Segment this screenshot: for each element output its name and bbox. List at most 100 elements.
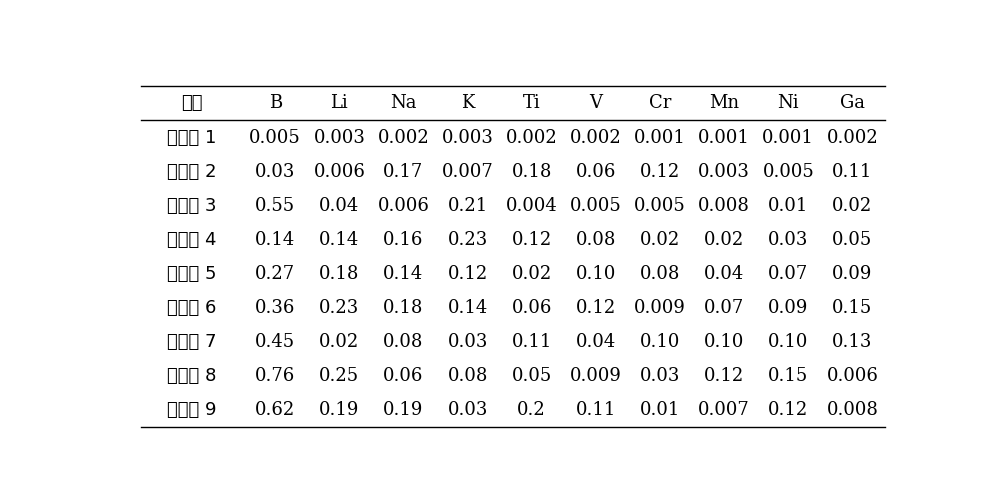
Text: Li: Li bbox=[330, 94, 348, 112]
Text: 0.005: 0.005 bbox=[634, 197, 686, 215]
Text: 0.002: 0.002 bbox=[827, 129, 878, 147]
Text: 0.25: 0.25 bbox=[319, 367, 359, 385]
Text: 0.10: 0.10 bbox=[768, 333, 808, 351]
Text: Na: Na bbox=[390, 94, 417, 112]
Text: 0.04: 0.04 bbox=[319, 197, 359, 215]
Text: 0.10: 0.10 bbox=[576, 265, 616, 283]
Text: 0.03: 0.03 bbox=[255, 163, 295, 180]
Text: 0.002: 0.002 bbox=[506, 129, 558, 147]
Text: 实施例 9: 实施例 9 bbox=[167, 401, 217, 419]
Text: 0.006: 0.006 bbox=[826, 367, 878, 385]
Text: 0.07: 0.07 bbox=[768, 265, 808, 283]
Text: 0.36: 0.36 bbox=[255, 299, 295, 317]
Text: 0.005: 0.005 bbox=[762, 163, 814, 180]
Text: 0.10: 0.10 bbox=[704, 333, 744, 351]
Text: 0.12: 0.12 bbox=[768, 401, 808, 419]
Text: 0.003: 0.003 bbox=[442, 129, 494, 147]
Text: 0.005: 0.005 bbox=[570, 197, 622, 215]
Text: 0.2: 0.2 bbox=[517, 401, 546, 419]
Text: 0.001: 0.001 bbox=[762, 129, 814, 147]
Text: 0.02: 0.02 bbox=[512, 265, 552, 283]
Text: 0.11: 0.11 bbox=[832, 163, 873, 180]
Text: Mn: Mn bbox=[709, 94, 739, 112]
Text: 0.19: 0.19 bbox=[383, 401, 424, 419]
Text: 实施例 4: 实施例 4 bbox=[167, 231, 217, 248]
Text: 0.45: 0.45 bbox=[255, 333, 295, 351]
Text: 0.08: 0.08 bbox=[640, 265, 680, 283]
Text: 实施例 2: 实施例 2 bbox=[167, 163, 217, 180]
Text: 0.18: 0.18 bbox=[512, 163, 552, 180]
Text: 0.18: 0.18 bbox=[319, 265, 360, 283]
Text: Ti: Ti bbox=[523, 94, 541, 112]
Text: 0.15: 0.15 bbox=[768, 367, 808, 385]
Text: 0.07: 0.07 bbox=[704, 299, 744, 317]
Text: 0.02: 0.02 bbox=[319, 333, 359, 351]
Text: 0.02: 0.02 bbox=[640, 231, 680, 248]
Text: 0.008: 0.008 bbox=[698, 197, 750, 215]
Text: 0.09: 0.09 bbox=[768, 299, 808, 317]
Text: 0.05: 0.05 bbox=[512, 367, 552, 385]
Text: Ga: Ga bbox=[840, 94, 865, 112]
Text: 0.08: 0.08 bbox=[447, 367, 488, 385]
Text: 0.03: 0.03 bbox=[447, 401, 488, 419]
Text: 实施例 8: 实施例 8 bbox=[167, 367, 216, 385]
Text: K: K bbox=[461, 94, 474, 112]
Text: 0.23: 0.23 bbox=[447, 231, 488, 248]
Text: 0.004: 0.004 bbox=[506, 197, 558, 215]
Text: 0.09: 0.09 bbox=[832, 265, 873, 283]
Text: 0.007: 0.007 bbox=[442, 163, 493, 180]
Text: 0.04: 0.04 bbox=[704, 265, 744, 283]
Text: 实施例 1: 实施例 1 bbox=[167, 129, 216, 147]
Text: 0.23: 0.23 bbox=[319, 299, 359, 317]
Text: Cr: Cr bbox=[649, 94, 671, 112]
Text: 0.01: 0.01 bbox=[768, 197, 808, 215]
Text: 0.001: 0.001 bbox=[634, 129, 686, 147]
Text: 组别: 组别 bbox=[181, 94, 203, 112]
Text: 0.12: 0.12 bbox=[512, 231, 552, 248]
Text: 0.15: 0.15 bbox=[832, 299, 873, 317]
Text: 0.14: 0.14 bbox=[255, 231, 295, 248]
Text: 0.003: 0.003 bbox=[313, 129, 365, 147]
Text: 0.05: 0.05 bbox=[832, 231, 873, 248]
Text: V: V bbox=[589, 94, 602, 112]
Text: 0.003: 0.003 bbox=[698, 163, 750, 180]
Text: 0.13: 0.13 bbox=[832, 333, 873, 351]
Text: 0.03: 0.03 bbox=[768, 231, 808, 248]
Text: 0.06: 0.06 bbox=[383, 367, 424, 385]
Text: 0.009: 0.009 bbox=[634, 299, 686, 317]
Text: 0.55: 0.55 bbox=[255, 197, 295, 215]
Text: 0.002: 0.002 bbox=[570, 129, 622, 147]
Text: 0.76: 0.76 bbox=[255, 367, 295, 385]
Text: 0.01: 0.01 bbox=[640, 401, 680, 419]
Text: B: B bbox=[269, 94, 282, 112]
Text: 0.12: 0.12 bbox=[576, 299, 616, 317]
Text: 0.10: 0.10 bbox=[640, 333, 680, 351]
Text: 0.17: 0.17 bbox=[383, 163, 424, 180]
Text: 0.14: 0.14 bbox=[319, 231, 359, 248]
Text: 0.21: 0.21 bbox=[447, 197, 488, 215]
Text: 0.02: 0.02 bbox=[704, 231, 744, 248]
Text: Ni: Ni bbox=[777, 94, 799, 112]
Text: 实施例 6: 实施例 6 bbox=[167, 299, 216, 317]
Text: 0.002: 0.002 bbox=[378, 129, 429, 147]
Text: 0.03: 0.03 bbox=[640, 367, 680, 385]
Text: 0.06: 0.06 bbox=[512, 299, 552, 317]
Text: 0.14: 0.14 bbox=[447, 299, 488, 317]
Text: 0.11: 0.11 bbox=[512, 333, 552, 351]
Text: 0.27: 0.27 bbox=[255, 265, 295, 283]
Text: 0.19: 0.19 bbox=[319, 401, 360, 419]
Text: 0.008: 0.008 bbox=[826, 401, 878, 419]
Text: 0.62: 0.62 bbox=[255, 401, 295, 419]
Text: 0.06: 0.06 bbox=[576, 163, 616, 180]
Text: 0.16: 0.16 bbox=[383, 231, 424, 248]
Text: 0.02: 0.02 bbox=[832, 197, 873, 215]
Text: 0.001: 0.001 bbox=[698, 129, 750, 147]
Text: 0.005: 0.005 bbox=[249, 129, 301, 147]
Text: 0.006: 0.006 bbox=[313, 163, 365, 180]
Text: 0.11: 0.11 bbox=[576, 401, 616, 419]
Text: 0.14: 0.14 bbox=[383, 265, 424, 283]
Text: 0.08: 0.08 bbox=[383, 333, 424, 351]
Text: 0.08: 0.08 bbox=[576, 231, 616, 248]
Text: 0.03: 0.03 bbox=[447, 333, 488, 351]
Text: 0.12: 0.12 bbox=[704, 367, 744, 385]
